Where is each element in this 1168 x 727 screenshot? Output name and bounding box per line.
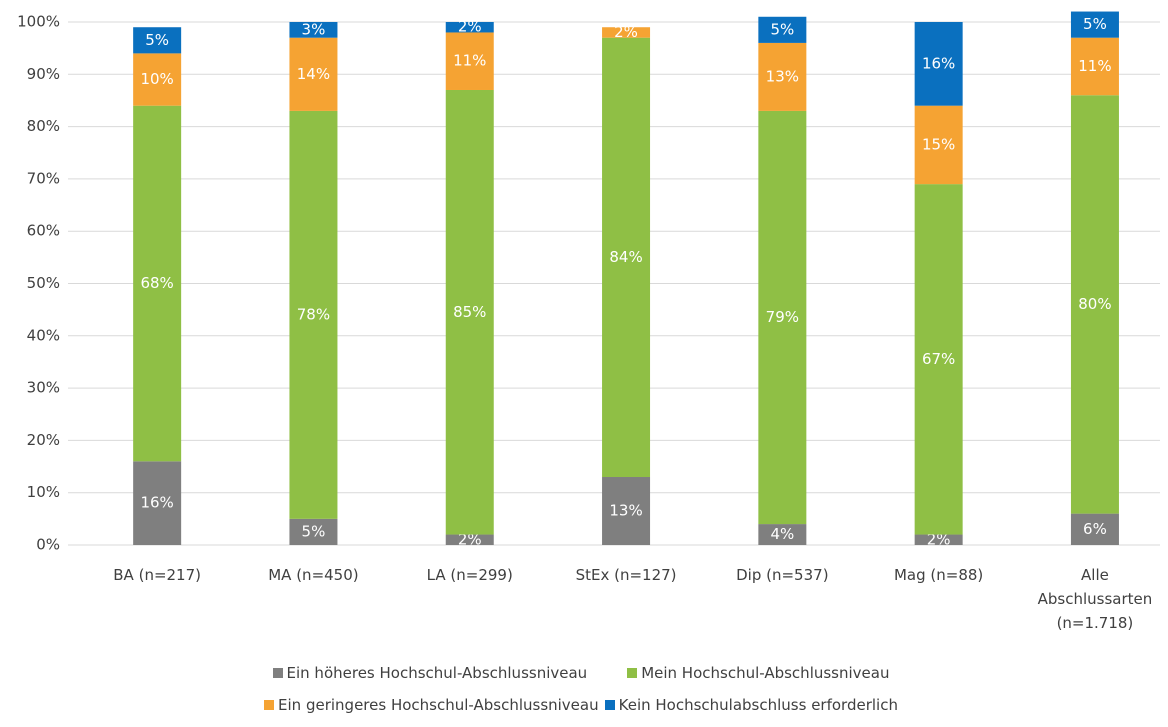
bar-segment	[914, 105, 963, 185]
y-tick-label: 90%	[27, 65, 60, 83]
bar-segment	[289, 37, 338, 111]
data-label: 13%	[609, 502, 642, 520]
legend-item: Ein höheres Hochschul-Abschlussniveau	[272, 664, 588, 682]
x-tick-label: Mag (n=88)	[893, 566, 984, 584]
y-tick-label: 10%	[27, 483, 60, 501]
data-label: 13%	[766, 67, 799, 85]
x-tick-label: LA (n=299)	[426, 566, 513, 584]
y-tick-label: 40%	[27, 326, 60, 344]
data-label: 11%	[1078, 57, 1111, 75]
bar-segment	[445, 89, 494, 535]
data-label: 80%	[1078, 295, 1111, 313]
legend-swatch	[272, 668, 283, 678]
x-tick-label: Alle Abschlussarten (n=1.718)	[1037, 566, 1153, 632]
bar-segment	[914, 184, 963, 535]
legend-label: Kein Hochschulabschluss erforderlich	[618, 696, 898, 714]
data-label: 16%	[922, 54, 955, 72]
y-tick-label: 80%	[27, 117, 60, 135]
bar-segment	[133, 105, 182, 462]
legend-item: Kein Hochschulabschluss erforderlich	[604, 696, 898, 714]
x-tick-label: Dip (n=537)	[736, 566, 829, 584]
bar-segment	[914, 22, 963, 106]
data-label: 84%	[609, 248, 642, 266]
data-label: 5%	[1083, 15, 1107, 33]
bar-segment	[758, 42, 807, 111]
bar-segment	[445, 22, 494, 33]
data-label: 2%	[458, 18, 482, 36]
bar-segment	[289, 22, 338, 38]
data-label: 5%	[302, 522, 326, 540]
bar-segment	[602, 27, 651, 38]
data-label: 15%	[922, 135, 955, 153]
data-label: 11%	[453, 52, 486, 70]
x-tick-label: BA (n=217)	[113, 566, 201, 584]
bar-segment	[602, 37, 651, 478]
legend-swatch	[604, 700, 615, 710]
data-label: 68%	[140, 274, 173, 292]
bar-segment	[1070, 95, 1119, 514]
data-label: 3%	[302, 20, 326, 38]
data-label: 2%	[927, 530, 951, 548]
bar-segment	[445, 32, 494, 90]
y-tick-label: 20%	[27, 431, 60, 449]
data-label: 2%	[614, 23, 638, 41]
bar-segment	[289, 110, 338, 519]
y-tick-label: 30%	[27, 379, 60, 397]
data-label: 4%	[770, 525, 794, 543]
data-label: 6%	[1083, 520, 1107, 538]
bar-segment	[1070, 513, 1119, 545]
legend-swatch	[627, 668, 638, 678]
x-tick-label: StEx (n=127)	[575, 566, 677, 584]
bar-segment	[289, 518, 338, 545]
data-label: 78%	[297, 305, 330, 323]
legend-item: Ein geringeres Hochschul-Abschlussniveau	[264, 696, 599, 714]
legend-item: Mein Hochschul-Abschlussniveau	[627, 664, 889, 682]
bar-segment	[133, 53, 182, 106]
data-label: 2%	[458, 530, 482, 548]
y-tick-label: 50%	[27, 274, 60, 292]
legend-swatch	[264, 700, 275, 710]
bar-segment	[758, 16, 807, 43]
bar-segment	[1070, 11, 1119, 38]
data-label: 10%	[140, 70, 173, 88]
data-label: 67%	[922, 350, 955, 368]
bar-segment	[133, 27, 182, 54]
data-label: 5%	[770, 20, 794, 38]
x-tick-label: MA (n=450)	[268, 566, 359, 584]
y-tick-label: 0%	[36, 536, 60, 554]
y-tick-label: 100%	[17, 13, 60, 31]
bar-segment	[914, 534, 963, 545]
y-tick-label: 60%	[27, 222, 60, 240]
bar-segment	[1070, 37, 1119, 96]
data-label: 79%	[766, 308, 799, 326]
legend-label: Mein Hochschul-Abschlussniveau	[641, 664, 890, 682]
bar-segment	[758, 524, 807, 545]
bar-segment	[133, 461, 182, 545]
legend: Ein höheres Hochschul-Abschlussniveau Mei…	[234, 664, 934, 714]
data-label: 5%	[145, 31, 169, 49]
data-label: 16%	[140, 494, 173, 512]
bar-segment	[602, 477, 651, 545]
legend-label: Ein höheres Hochschul-Abschlussniveau	[286, 664, 588, 682]
bar-segment	[445, 534, 494, 545]
bar-segment	[758, 110, 807, 525]
y-tick-label: 70%	[27, 169, 60, 187]
data-label: 85%	[453, 303, 486, 321]
data-label: 14%	[297, 65, 330, 83]
legend-label: Ein geringeres Hochschul-Abschlussniveau	[278, 696, 599, 714]
